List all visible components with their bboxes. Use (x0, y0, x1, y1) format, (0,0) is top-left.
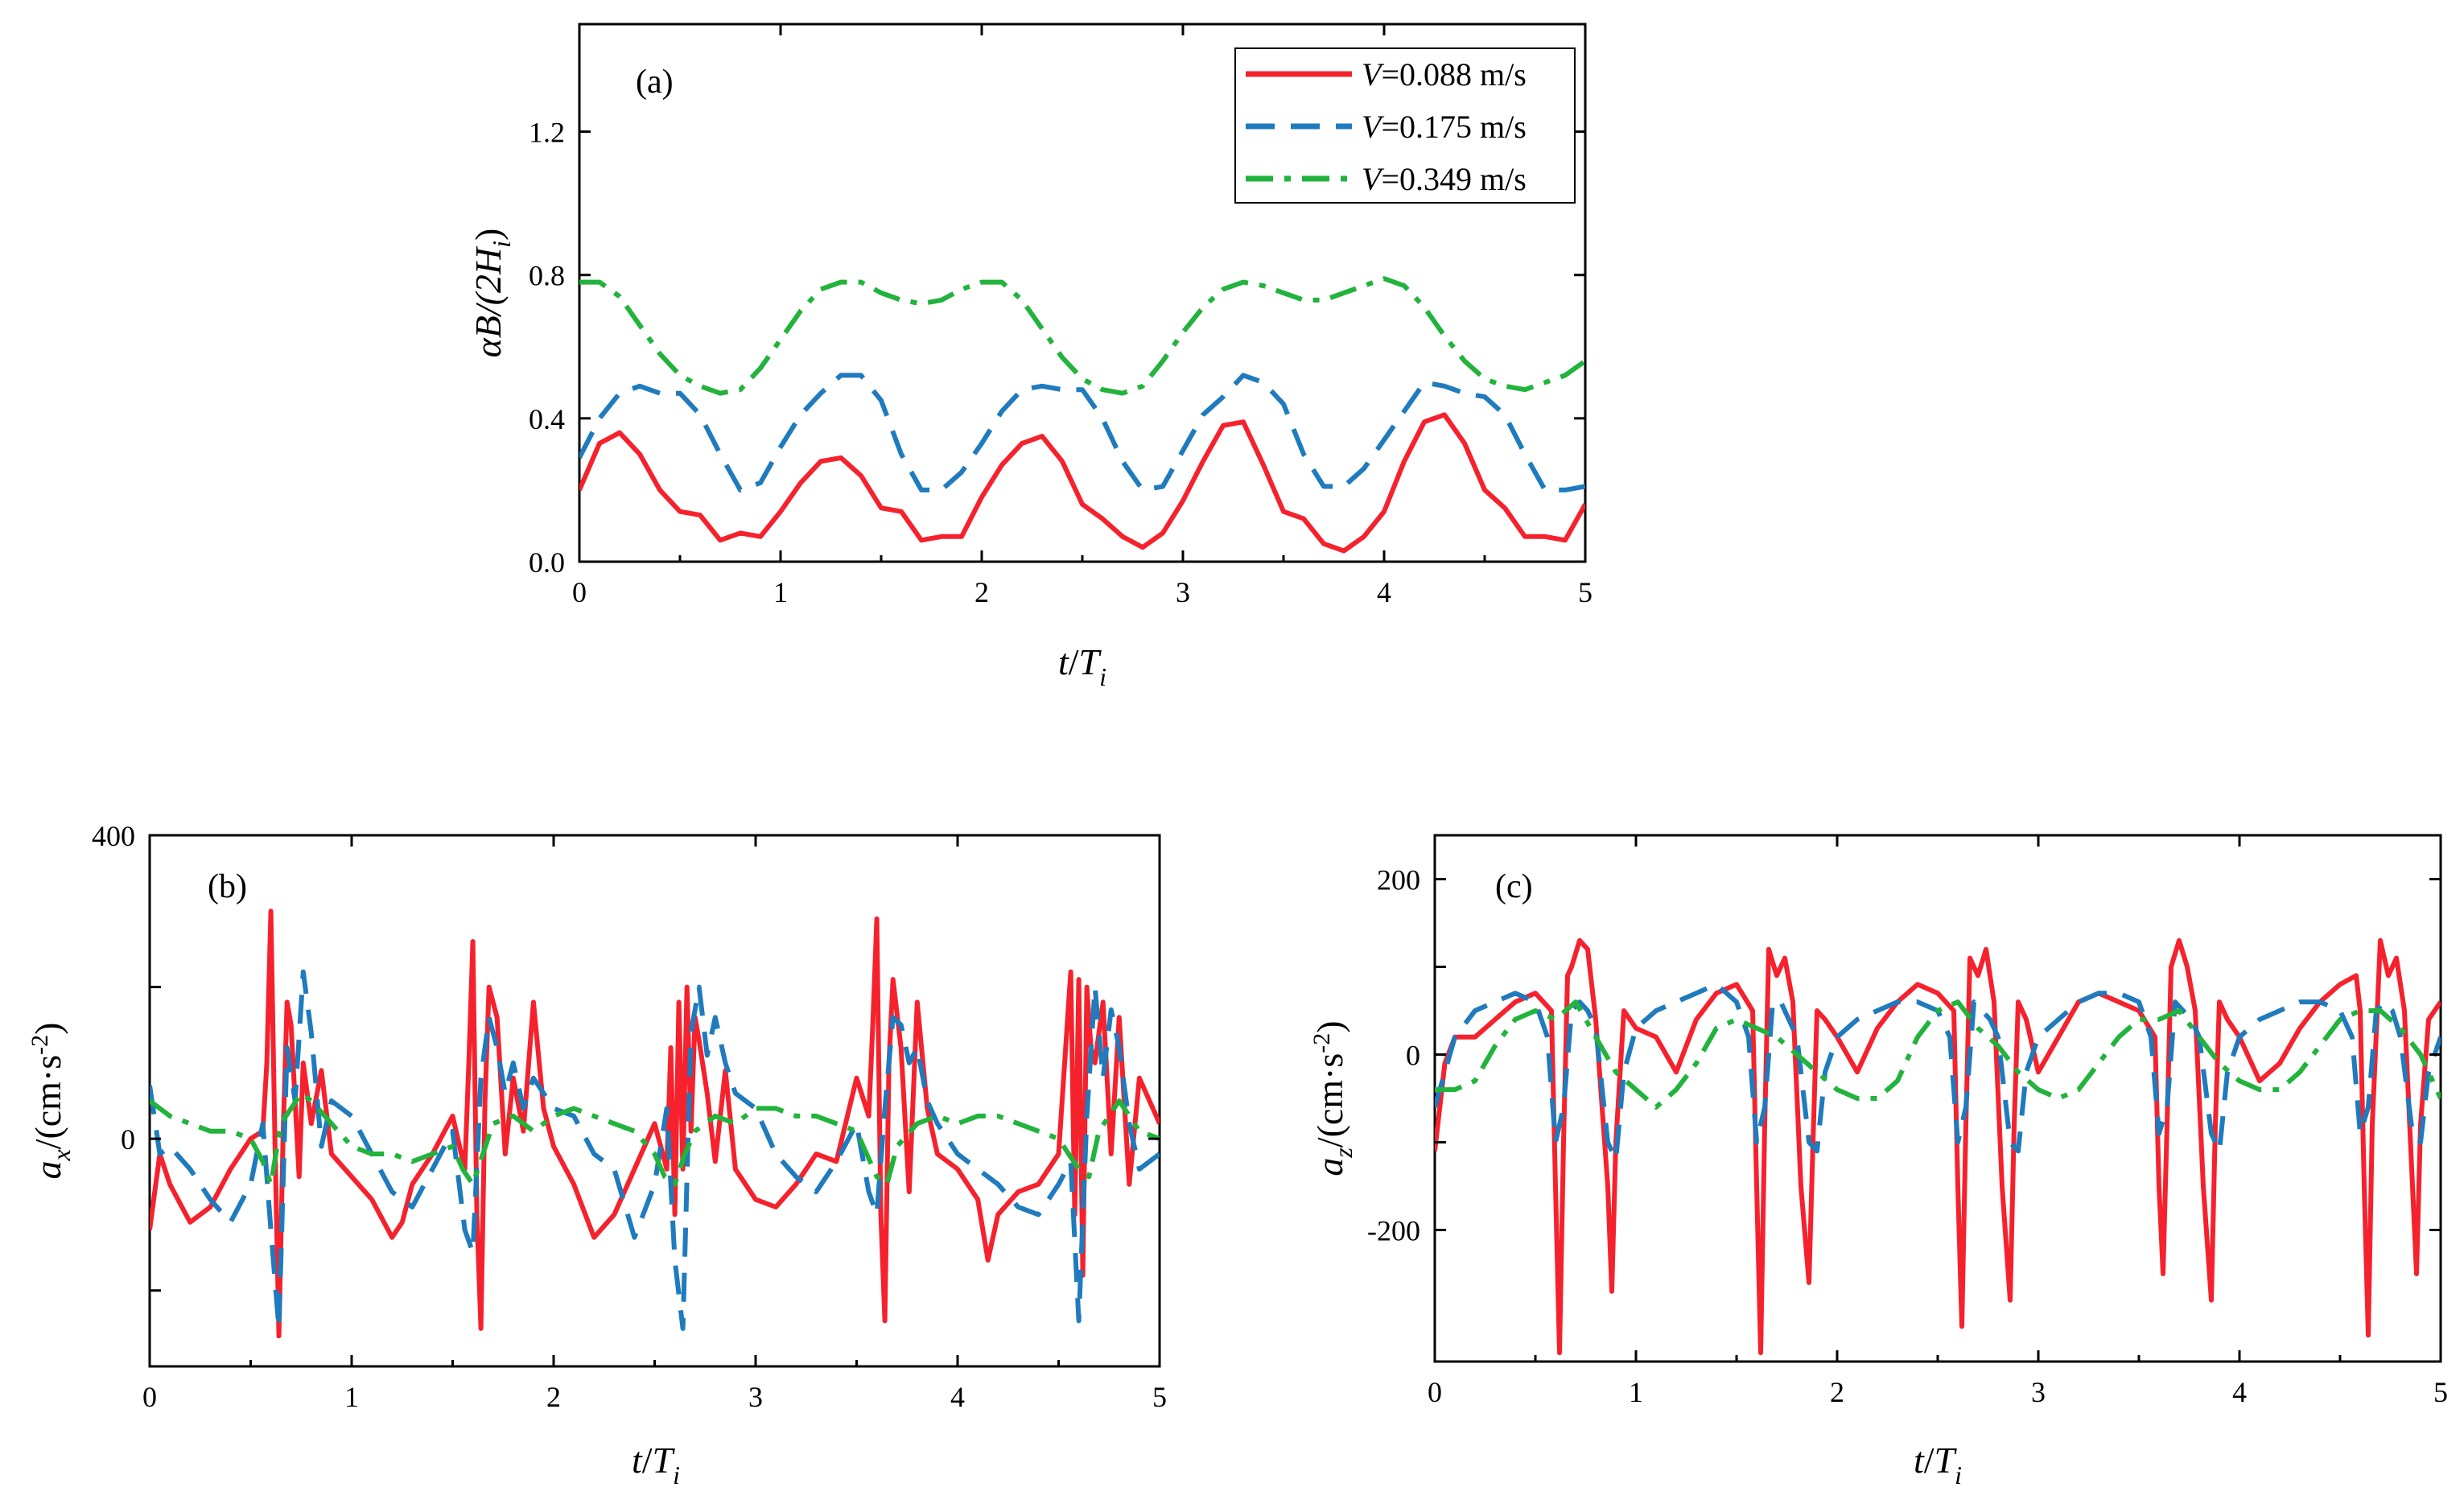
panel-b-x-axis-title: t/Ti (632, 1440, 680, 1489)
legend-entry-series-1: V=0.088 m/s (1362, 56, 1527, 93)
panel-a-y-tick-label: 1.2 (529, 117, 565, 149)
panel-b-x-tick-label: 3 (748, 1381, 763, 1413)
panel-c-x-tick-label: 2 (1830, 1376, 1844, 1408)
panel-a: 0 1 2 3 4 5 0.0 0.4 0.8 1.2 (a) V=0.088 m/s V=0.1… (468, 23, 1593, 691)
panel-b-x-tick-label: 4 (950, 1381, 965, 1413)
panel-a-series-2-line (579, 373, 1585, 492)
panel-c-x-tick-label: 1 (1629, 1376, 1643, 1408)
panel-a-series-1-line (579, 412, 1585, 554)
panel-c-x-tick-label: 5 (2433, 1376, 2448, 1408)
panel-c-x-tick-label: 0 (1428, 1376, 1442, 1408)
panel-b-label: (b) (208, 868, 247, 905)
panel-b: 0 1 2 3 4 5 0 400 (b) t/Ti ax/(cm·s-2) (27, 820, 1167, 1489)
legend-entry-series-2: V=0.175 m/s (1362, 109, 1527, 145)
panel-b-x-tick-label: 0 (142, 1381, 157, 1413)
panel-c-x-tick-label: 3 (2031, 1376, 2046, 1408)
panel-c-y-axis-title: az/(cm·s-2) (1308, 1020, 1358, 1176)
panel-b-y-tick-label: 0 (121, 1123, 135, 1156)
panel-b-y-axis-title: ax/(cm·s-2) (27, 1022, 76, 1179)
panel-a-x-tick-label: 1 (773, 576, 788, 608)
panel-c-series-1-line (1435, 937, 2441, 1356)
panel-b-x-tick-label: 2 (546, 1381, 561, 1413)
panel-a-x-tick-label: 3 (1176, 576, 1190, 608)
legend-entry-series-3: V=0.349 m/s (1362, 161, 1527, 197)
panel-a-x-tick-label: 0 (572, 576, 587, 608)
panel-c: 0 1 2 3 4 5 -200 0 200 (c) t/Ti az/(cm·s-2) (1308, 834, 2448, 1489)
panel-c-frame (1433, 834, 2442, 1363)
panel-c-plot-area (1435, 937, 2441, 1356)
panel-c-x-tick-label: 4 (2232, 1376, 2247, 1408)
panel-a-y-axis-title: αB/(2Hi) (468, 229, 516, 358)
panel-c-y-tick-label: 0 (1406, 1040, 1420, 1072)
panel-a-ticks: 0 1 2 3 4 5 0.0 0.4 0.8 1.2 (529, 24, 1593, 608)
panel-b-series-1-line (150, 909, 1160, 1339)
panel-c-y-tick-label: -200 (1367, 1215, 1420, 1247)
panel-b-y-tick-label: 400 (92, 820, 135, 852)
panel-a-y-tick-label: 0.8 (529, 260, 565, 292)
panel-a-legend: V=0.088 m/s V=0.175 m/s V=0.349 m/s (1234, 47, 1576, 204)
panel-c-y-tick-label: 200 (1377, 864, 1420, 896)
panel-a-plot-area (579, 276, 1585, 554)
panel-c-series-3-line (1435, 999, 2441, 1110)
panel-a-y-tick-label: 0.0 (529, 546, 565, 579)
panel-c-series-2-line (1435, 982, 2441, 1163)
panel-a-y-tick-label: 0.4 (529, 403, 565, 435)
panel-a-x-axis-title: t/Ti (1058, 641, 1106, 691)
panel-b-series-2-line (150, 969, 1160, 1331)
panel-c-ticks: 0 1 2 3 4 5 -200 0 200 (1367, 835, 2448, 1408)
panel-b-x-tick-label: 1 (344, 1381, 359, 1413)
panel-c-x-axis-title: t/Ti (1914, 1440, 1962, 1489)
panel-b-plot-area (150, 909, 1160, 1339)
panel-a-label: (a) (636, 64, 674, 101)
panel-c-label: (c) (1495, 868, 1533, 905)
panel-b-series-3-line (150, 1090, 1160, 1187)
panel-a-series-3-line (579, 276, 1585, 396)
panel-a-x-tick-label: 2 (974, 576, 989, 608)
panel-a-x-tick-label: 4 (1377, 576, 1391, 608)
panel-a-x-tick-label: 5 (1578, 576, 1593, 608)
panel-b-x-tick-label: 5 (1152, 1381, 1167, 1413)
panel-b-ticks: 0 1 2 3 4 5 0 400 (92, 820, 1167, 1413)
